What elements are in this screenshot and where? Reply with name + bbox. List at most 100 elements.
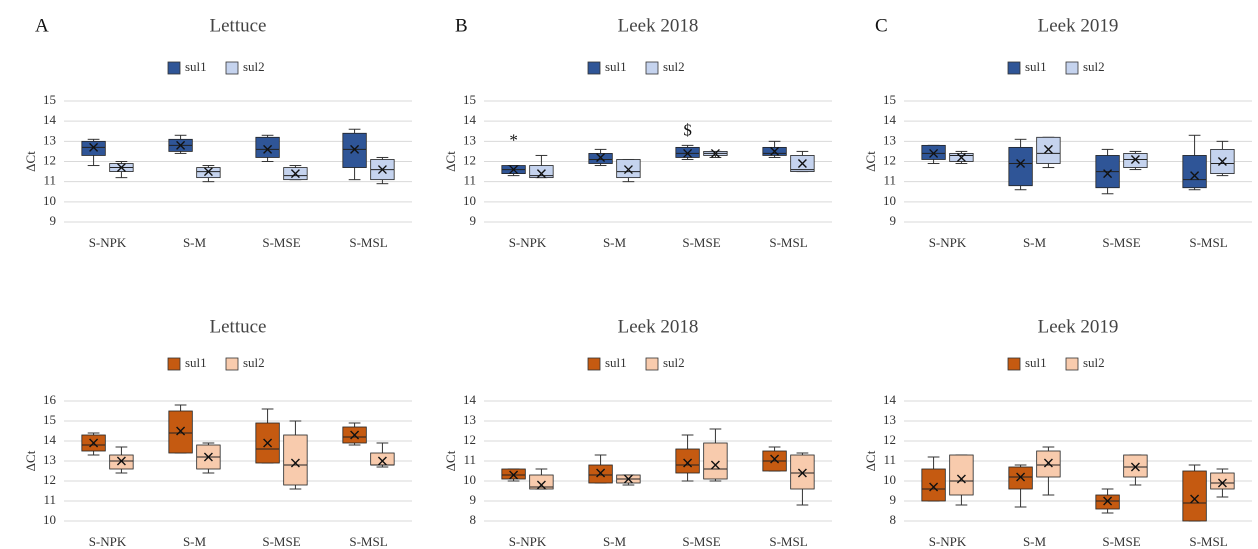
mean-marker <box>1043 458 1053 468</box>
mean-marker <box>770 454 780 464</box>
legend-label: sul1 <box>605 59 627 74</box>
legend-label: sul1 <box>185 59 207 74</box>
mean-marker <box>1103 496 1113 506</box>
box <box>703 442 728 480</box>
mean-marker <box>1130 462 1140 472</box>
y-tick-label: 14 <box>883 392 897 407</box>
y-tick-label: 15 <box>43 412 56 427</box>
legend-swatch <box>225 357 239 371</box>
mean-marker <box>596 468 606 478</box>
x-tick-label: S-NPK <box>89 534 127 549</box>
mean-marker <box>116 163 126 173</box>
y-tick-label: 8 <box>890 512 897 527</box>
box <box>588 153 613 164</box>
panel: Lettuce ΔCt 10 11 12 13 14 15 16 sul1 sul2 S-NPK S-M… <box>23 316 412 549</box>
legend-swatch <box>1065 357 1079 371</box>
y-tick-label: 8 <box>470 512 477 527</box>
box <box>1036 450 1061 478</box>
mean-marker <box>536 480 546 490</box>
box <box>675 448 700 474</box>
panel: B Leek 2018 ΔCt 9 10 11 12 13 14 15 sul1 sul2 S-NPK S… <box>443 15 832 250</box>
legend-swatch <box>645 61 659 75</box>
y-tick-label: 13 <box>883 412 896 427</box>
box <box>588 464 613 484</box>
y-tick-label: 16 <box>43 392 57 407</box>
chart-title: Leek 2019 <box>1038 15 1119 36</box>
box <box>168 410 193 454</box>
box <box>1008 146 1033 187</box>
mean-marker <box>1130 154 1140 164</box>
y-tick-label: 10 <box>463 193 476 208</box>
mean-marker <box>509 470 519 480</box>
box <box>196 167 221 179</box>
box <box>1182 155 1207 189</box>
y-tick-label: 11 <box>43 173 56 188</box>
mean-marker <box>203 167 213 177</box>
x-tick-label: S-MSL <box>769 235 807 250</box>
mean-marker <box>377 456 387 466</box>
chart-title: Leek 2018 <box>618 15 699 36</box>
x-tick-label: S-MSE <box>262 235 300 250</box>
box <box>1095 494 1120 510</box>
box <box>675 146 700 158</box>
y-tick-label: 9 <box>50 213 57 228</box>
legend-swatch <box>225 61 239 75</box>
mean-marker <box>710 460 720 470</box>
box <box>1008 466 1033 490</box>
x-tick-label: S-MSL <box>1189 534 1227 549</box>
mean-marker <box>797 159 807 169</box>
mean-marker <box>623 165 633 175</box>
box <box>529 165 554 179</box>
y-tick-label: 9 <box>470 492 477 507</box>
y-axis-label: ΔCt <box>443 450 458 471</box>
legend-label: sul1 <box>185 355 207 370</box>
box <box>255 136 280 158</box>
y-tick-label: 12 <box>883 152 896 167</box>
mean-marker <box>683 148 693 158</box>
box <box>342 132 367 168</box>
mean-marker <box>1217 478 1227 488</box>
legend-label: sul2 <box>663 59 685 74</box>
box <box>921 468 946 502</box>
y-tick-label: 10 <box>43 512 56 527</box>
box <box>1123 153 1148 168</box>
x-tick-label: S-M <box>1023 534 1047 549</box>
box <box>81 140 106 156</box>
legend-label: sul2 <box>1083 59 1105 74</box>
y-tick-label: 14 <box>463 392 477 407</box>
mean-marker <box>797 468 807 478</box>
legend-swatch <box>167 357 181 371</box>
mean-marker <box>290 458 300 468</box>
y-tick-label: 10 <box>463 472 476 487</box>
mean-marker <box>203 452 213 462</box>
x-tick-label: S-MSE <box>682 235 720 250</box>
x-tick-label: S-MSL <box>349 235 387 250</box>
x-tick-label: S-M <box>603 534 627 549</box>
mean-marker <box>596 152 606 162</box>
mean-marker <box>536 169 546 179</box>
mean-marker <box>683 458 693 468</box>
x-tick-label: S-M <box>603 235 627 250</box>
mean-marker <box>623 474 633 484</box>
box <box>1182 470 1207 522</box>
panel: C Leek 2019 ΔCt 9 10 11 12 13 14 15 sul1 sul2 S-NPK S… <box>863 15 1252 250</box>
panel: Leek 2018 ΔCt 8 9 10 11 12 13 14 sul1 sul2 S-NPK S-M… <box>443 316 832 549</box>
legend-swatch <box>1007 357 1021 371</box>
chart-title: Leek 2018 <box>618 316 699 337</box>
mean-marker <box>1103 169 1113 179</box>
y-tick-label: 12 <box>463 432 476 447</box>
mean-marker <box>377 165 387 175</box>
mean-marker <box>770 146 780 156</box>
mean-marker <box>1217 157 1227 166</box>
mean-marker <box>350 430 360 440</box>
mean-marker <box>1016 472 1026 482</box>
x-tick-label: S-MSL <box>769 534 807 549</box>
legend-label: sul2 <box>243 59 265 74</box>
x-tick-label: S-M <box>1023 235 1047 250</box>
x-tick-label: S-NPK <box>509 235 547 250</box>
mean-marker <box>1190 171 1200 181</box>
y-tick-label: 11 <box>883 452 896 467</box>
mean-marker <box>1043 144 1053 154</box>
box <box>501 468 526 480</box>
